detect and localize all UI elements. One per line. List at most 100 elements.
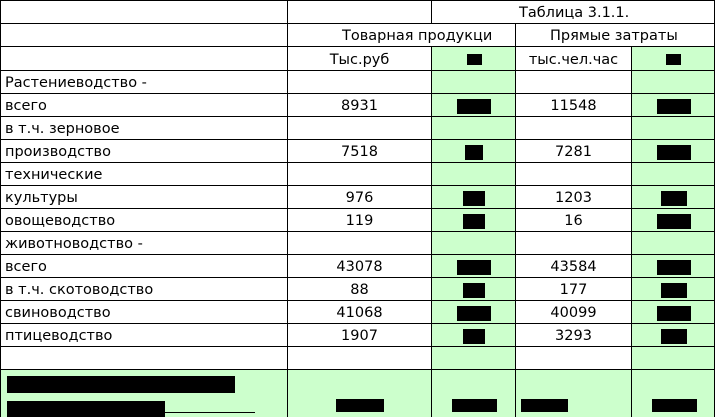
share1-cell[interactable]	[432, 140, 516, 163]
row-label-cell[interactable]: культуры	[0, 186, 288, 209]
share1-cell[interactable]	[432, 209, 516, 232]
value1-cell[interactable]: 976	[288, 186, 432, 209]
blank-row	[0, 347, 715, 370]
row-label-cell[interactable]: животноводство -	[0, 232, 288, 255]
share1-cell[interactable]	[432, 94, 516, 117]
table-row: производство 7518 7281	[0, 140, 715, 163]
row-label: в т.ч. зерновое	[5, 121, 120, 137]
share1-cell[interactable]	[432, 255, 516, 278]
redacted-block	[452, 399, 497, 412]
redacted-block	[657, 145, 691, 160]
cell[interactable]	[432, 347, 516, 370]
cell[interactable]	[516, 347, 632, 370]
caption-cell[interactable]: Таблица 3.1.1.	[516, 0, 715, 24]
value1-cell[interactable]	[288, 232, 432, 255]
row-label: производство	[5, 144, 111, 160]
row-label-cell[interactable]: овощеводство	[0, 209, 288, 232]
share2-cell[interactable]	[632, 301, 715, 324]
share2-cell[interactable]	[632, 324, 715, 347]
redacted-block	[463, 283, 485, 298]
value2-cell[interactable]: 3293	[516, 324, 632, 347]
value2-cell[interactable]	[516, 163, 632, 186]
row-label-cell[interactable]: свиноводство	[0, 301, 288, 324]
cell[interactable]	[432, 0, 516, 24]
header-group2-cell[interactable]: Прямые затраты	[516, 24, 715, 47]
share1-cell[interactable]	[432, 232, 516, 255]
share2-cell[interactable]	[632, 186, 715, 209]
redacted-block	[465, 145, 483, 160]
share2-cell[interactable]	[632, 117, 715, 140]
row-label-cell[interactable]: Растениеводство -	[0, 71, 288, 94]
share1-cell[interactable]	[432, 186, 516, 209]
row-label: Растениеводство -	[5, 75, 147, 91]
value1-cell[interactable]: 8931	[288, 94, 432, 117]
redacted-block	[336, 399, 384, 412]
row-label-cell[interactable]: производство	[0, 140, 288, 163]
cell[interactable]	[0, 0, 288, 24]
redacted-block	[661, 191, 687, 206]
total-share1-cell[interactable]	[432, 370, 516, 417]
value1-cell[interactable]: 7518	[288, 140, 432, 163]
value2-cell[interactable]: 7281	[516, 140, 632, 163]
unit1-cell[interactable]: Тыс.руб	[288, 47, 432, 71]
cell[interactable]	[0, 47, 288, 71]
value1-cell[interactable]: 1907	[288, 324, 432, 347]
value1-cell[interactable]: 41068	[288, 301, 432, 324]
row-label-cell[interactable]: в т.ч. скотоводство	[0, 278, 288, 301]
share2-cell[interactable]	[632, 94, 715, 117]
value2-cell[interactable]: 177	[516, 278, 632, 301]
share1-cell[interactable]	[432, 163, 516, 186]
value1-cell[interactable]	[288, 117, 432, 140]
value2: 3293	[555, 328, 592, 344]
value2-cell[interactable]	[516, 232, 632, 255]
value2-cell[interactable]	[516, 71, 632, 94]
unit1-share-cell[interactable]	[432, 47, 516, 71]
table-row: всего 8931 11548	[0, 94, 715, 117]
value2-cell[interactable]: 16	[516, 209, 632, 232]
table-row: всего 43078 43584	[0, 255, 715, 278]
value2-cell[interactable]	[516, 117, 632, 140]
value2-cell[interactable]: 43584	[516, 255, 632, 278]
unit2-share-cell[interactable]	[632, 47, 715, 71]
row-label-cell[interactable]: птицеводство	[0, 324, 288, 347]
cell[interactable]	[0, 347, 288, 370]
share2-cell[interactable]	[632, 232, 715, 255]
share1-cell[interactable]	[432, 301, 516, 324]
value1: 8931	[341, 98, 378, 114]
value1: 7518	[341, 144, 378, 160]
value1-cell[interactable]	[288, 163, 432, 186]
row-label-cell[interactable]: технические	[0, 163, 288, 186]
value1-cell[interactable]: 43078	[288, 255, 432, 278]
unit2-cell[interactable]: тыс.чел.час	[516, 47, 632, 71]
total-share2-cell[interactable]	[632, 370, 715, 417]
row-label-cell[interactable]: всего	[0, 94, 288, 117]
cell[interactable]	[632, 347, 715, 370]
share2-cell[interactable]	[632, 209, 715, 232]
share2-cell[interactable]	[632, 163, 715, 186]
total-value1-cell[interactable]	[288, 370, 432, 417]
share1-cell[interactable]	[432, 324, 516, 347]
value1-cell[interactable]: 119	[288, 209, 432, 232]
unit1-label: Тыс.руб	[329, 52, 390, 68]
cell[interactable]	[288, 0, 432, 24]
share1-cell[interactable]	[432, 71, 516, 94]
value2-cell[interactable]: 40099	[516, 301, 632, 324]
cell[interactable]	[288, 347, 432, 370]
total-value2-cell[interactable]	[516, 370, 632, 417]
total-label-cell[interactable]	[0, 370, 288, 417]
share2-cell[interactable]	[632, 278, 715, 301]
share1-cell[interactable]	[432, 278, 516, 301]
value2-cell[interactable]: 1203	[516, 186, 632, 209]
value2-cell[interactable]: 11548	[516, 94, 632, 117]
share1-cell[interactable]	[432, 117, 516, 140]
header-group1-cell[interactable]: Товарная продукци	[288, 24, 516, 47]
row-label-cell[interactable]: в т.ч. зерновое	[0, 117, 288, 140]
cell[interactable]	[0, 24, 288, 47]
share2-cell[interactable]	[632, 140, 715, 163]
value1-cell[interactable]	[288, 71, 432, 94]
row-label-cell[interactable]: всего	[0, 255, 288, 278]
share2-cell[interactable]	[632, 255, 715, 278]
value1-cell[interactable]: 88	[288, 278, 432, 301]
share2-cell[interactable]	[632, 71, 715, 94]
